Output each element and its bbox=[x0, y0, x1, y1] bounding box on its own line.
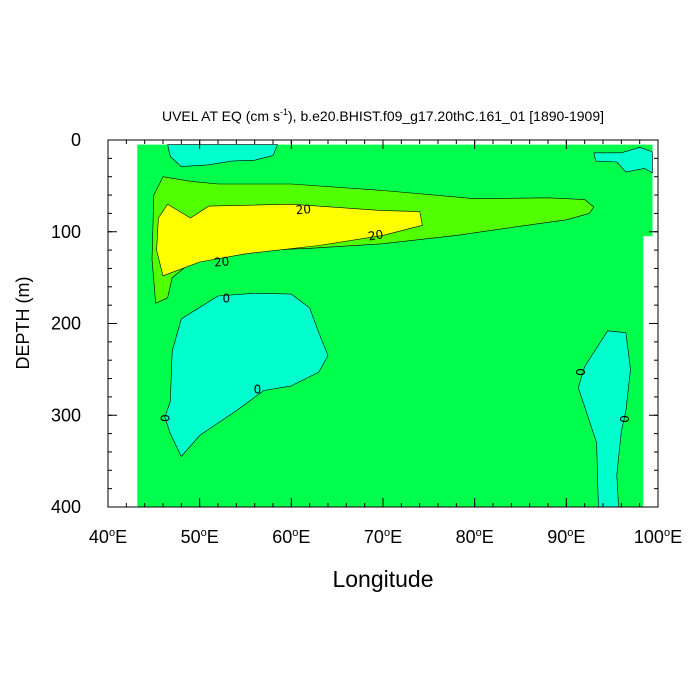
title-main: UVEL AT EQ (cm s bbox=[162, 108, 280, 124]
region-subsurface-westward bbox=[164, 292, 329, 457]
region-surface-westward-east bbox=[593, 147, 653, 174]
contour-label-3: 0 bbox=[222, 292, 230, 306]
contour-label-7: 0 bbox=[618, 415, 632, 423]
plot-title: UVEL AT EQ (cm s-1), b.e20.BHIST.f09_g17… bbox=[162, 107, 604, 124]
x-tick-label: 60oE bbox=[272, 527, 310, 547]
title-sup: -1 bbox=[280, 107, 288, 117]
contour-label-1: 20 bbox=[367, 227, 384, 243]
region-east-deep-westward bbox=[577, 330, 631, 508]
x-tick-label: 100oE bbox=[634, 527, 682, 547]
y-tick-label: 0 bbox=[71, 130, 81, 150]
y-tick-label: 400 bbox=[51, 497, 81, 517]
data-layer bbox=[137, 144, 653, 508]
contour-labels: 20 20 20 0 0 0 0 0 bbox=[159, 202, 632, 423]
y-tick-label: 300 bbox=[51, 405, 81, 425]
region-jet-core bbox=[156, 203, 423, 277]
title-rest: ), b.e20.BHIST.f09_g17.20thC.161_01 [189… bbox=[288, 108, 604, 124]
y-tick-label: 200 bbox=[51, 314, 81, 334]
contour-label-5: 0 bbox=[159, 414, 173, 422]
y-axis-label: DEPTH (m) bbox=[13, 277, 33, 370]
region-surface-westward-west bbox=[167, 144, 278, 167]
contour-label-0: 20 bbox=[295, 202, 311, 217]
contour-label-2: 20 bbox=[213, 254, 229, 269]
y-tick-label: 100 bbox=[51, 222, 81, 242]
contour-label-4: 0 bbox=[254, 383, 262, 397]
x-tick-label: 50oE bbox=[181, 527, 219, 547]
contour-label-6: 0 bbox=[574, 368, 588, 376]
x-axis-label: Longitude bbox=[332, 566, 433, 592]
x-tick-label: 70oE bbox=[364, 527, 402, 547]
x-tick-label: 90oE bbox=[547, 527, 585, 547]
axes: 40oE 50oE 60oE 70oE 80oE 90oE 100oE01002003004… bbox=[51, 130, 682, 547]
x-tick-label: 80oE bbox=[456, 527, 494, 547]
x-tick-label: 40oE bbox=[89, 527, 127, 547]
